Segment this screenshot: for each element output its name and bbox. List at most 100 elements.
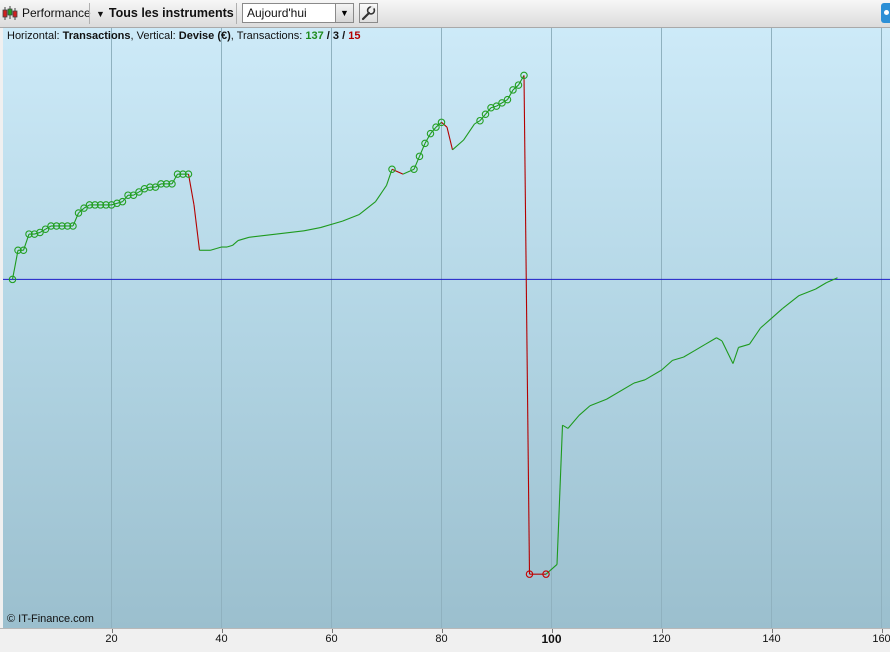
trade-marker-loss xyxy=(525,570,534,578)
performance-label: Performance xyxy=(22,6,91,20)
separator-slash: / xyxy=(339,30,349,42)
line-segment-gain xyxy=(771,308,783,319)
chevron-down-icon[interactable]: ▼ xyxy=(335,4,353,22)
trade-marker-gain xyxy=(91,201,99,209)
line-segment-gain xyxy=(485,107,492,115)
x-tick-mark xyxy=(771,629,773,633)
trade-marker-gain xyxy=(52,222,61,230)
trade-marker-loss xyxy=(542,570,550,578)
line-segment-gain xyxy=(358,201,376,216)
settings-button[interactable] xyxy=(359,3,378,23)
trade-marker-gain xyxy=(520,71,528,80)
transactions-losing: 15 xyxy=(348,30,361,42)
horizontal-value: Transactions xyxy=(62,30,131,42)
trade-marker-gain xyxy=(426,129,435,138)
x-tick-mark xyxy=(111,629,113,633)
toolbar-separator xyxy=(89,3,90,24)
trade-marker-gain xyxy=(184,170,193,178)
trade-marker-gain xyxy=(85,201,94,209)
line-segment-gain xyxy=(716,337,723,342)
line-segment-gain xyxy=(589,398,607,407)
line-segment-gain xyxy=(798,288,816,297)
vertical-key: , Vertical: xyxy=(130,30,179,42)
trade-marker-gain xyxy=(410,165,418,174)
trade-marker-gain xyxy=(14,246,22,255)
x-tick-label: 120 xyxy=(652,633,671,645)
line-segment-gain xyxy=(826,277,838,284)
line-segment-gain xyxy=(556,425,564,565)
trade-marker-gain xyxy=(146,183,154,191)
line-segment-loss xyxy=(193,204,201,251)
line-segment-gain xyxy=(11,250,19,280)
instruments-dropdown[interactable]: ▼ Tous les instruments xyxy=(96,4,234,23)
trade-marker-gain xyxy=(432,123,440,131)
x-axis: 20 40 60 80 100 120 140 160 xyxy=(0,628,890,652)
panel-toggle-button[interactable] xyxy=(881,3,890,23)
line-segment-gain xyxy=(683,350,695,358)
trade-marker-gain xyxy=(437,118,446,127)
trade-marker-gain xyxy=(388,165,396,174)
line-segment-gain xyxy=(661,359,673,371)
x-tick-label: 160 xyxy=(872,633,890,645)
trade-marker-gain xyxy=(47,222,55,230)
trade-marker-gain xyxy=(41,225,50,233)
candlestick-icon xyxy=(2,6,18,20)
line-segment-gain xyxy=(479,113,486,122)
trade-marker-gain xyxy=(157,180,165,188)
trade-marker-gain xyxy=(168,180,176,188)
x-tick-mark xyxy=(661,629,663,633)
trade-marker-gain xyxy=(8,275,17,284)
line-segment-gain xyxy=(672,356,684,361)
instruments-label: Tous les instruments xyxy=(108,6,234,20)
line-segment-gain xyxy=(633,379,646,384)
trade-marker-gain xyxy=(118,197,127,206)
trade-marker-gain xyxy=(162,180,171,188)
trade-marker-gain xyxy=(135,188,143,196)
line-segment-gain xyxy=(545,564,558,575)
line-segment-gain xyxy=(210,248,217,251)
toolbar-separator xyxy=(236,3,237,24)
line-segment-gain xyxy=(732,347,740,364)
period-value: Aujourd'hui xyxy=(247,6,307,20)
line-segment-gain xyxy=(418,143,426,157)
line-segment-gain xyxy=(578,405,591,416)
trade-marker-gain xyxy=(421,139,429,148)
x-tick-mark xyxy=(331,629,333,633)
trade-marker-gain xyxy=(80,204,88,212)
equity-chart xyxy=(3,28,890,628)
line-segment-gain xyxy=(122,194,129,203)
trade-marker-gain xyxy=(481,110,490,118)
x-tick-mark xyxy=(441,629,443,633)
x-tick-label: 100 xyxy=(541,632,562,646)
trade-marker-gain xyxy=(25,230,33,238)
trade-marker-gain xyxy=(74,209,83,217)
line-segment-gain xyxy=(72,212,80,227)
x-tick-label: 60 xyxy=(325,633,338,645)
x-tick-mark xyxy=(221,629,223,633)
trade-marker-gain xyxy=(124,191,132,199)
x-tick-mark xyxy=(881,629,883,633)
line-segment-gain xyxy=(232,240,239,246)
line-segment-gain xyxy=(375,185,387,202)
line-segment-gain xyxy=(463,123,475,141)
trade-marker-gain xyxy=(476,116,484,125)
line-segment-gain xyxy=(567,415,580,429)
line-segment-gain xyxy=(760,317,772,329)
trade-marker-gain xyxy=(58,222,66,230)
wrench-icon xyxy=(361,5,376,21)
transactions-key: , Transactions: xyxy=(230,30,306,42)
x-tick-label: 20 xyxy=(105,633,118,645)
line-segment-gain xyxy=(320,220,343,229)
grid-lines xyxy=(111,28,882,628)
trade-marker-gain xyxy=(102,201,110,209)
trade-marker-gain xyxy=(498,99,506,107)
trade-marker-gain xyxy=(514,81,523,89)
vertical-value: Devise (€) xyxy=(178,30,231,42)
line-segment-gain xyxy=(507,89,514,100)
line-segment-gain xyxy=(694,343,706,352)
line-segment-gain xyxy=(424,133,431,144)
line-segment-gain xyxy=(413,156,421,170)
chart-background xyxy=(3,28,890,628)
line-segment-gain xyxy=(342,214,360,222)
period-select[interactable]: Aujourd'hui ▼ xyxy=(242,3,354,23)
